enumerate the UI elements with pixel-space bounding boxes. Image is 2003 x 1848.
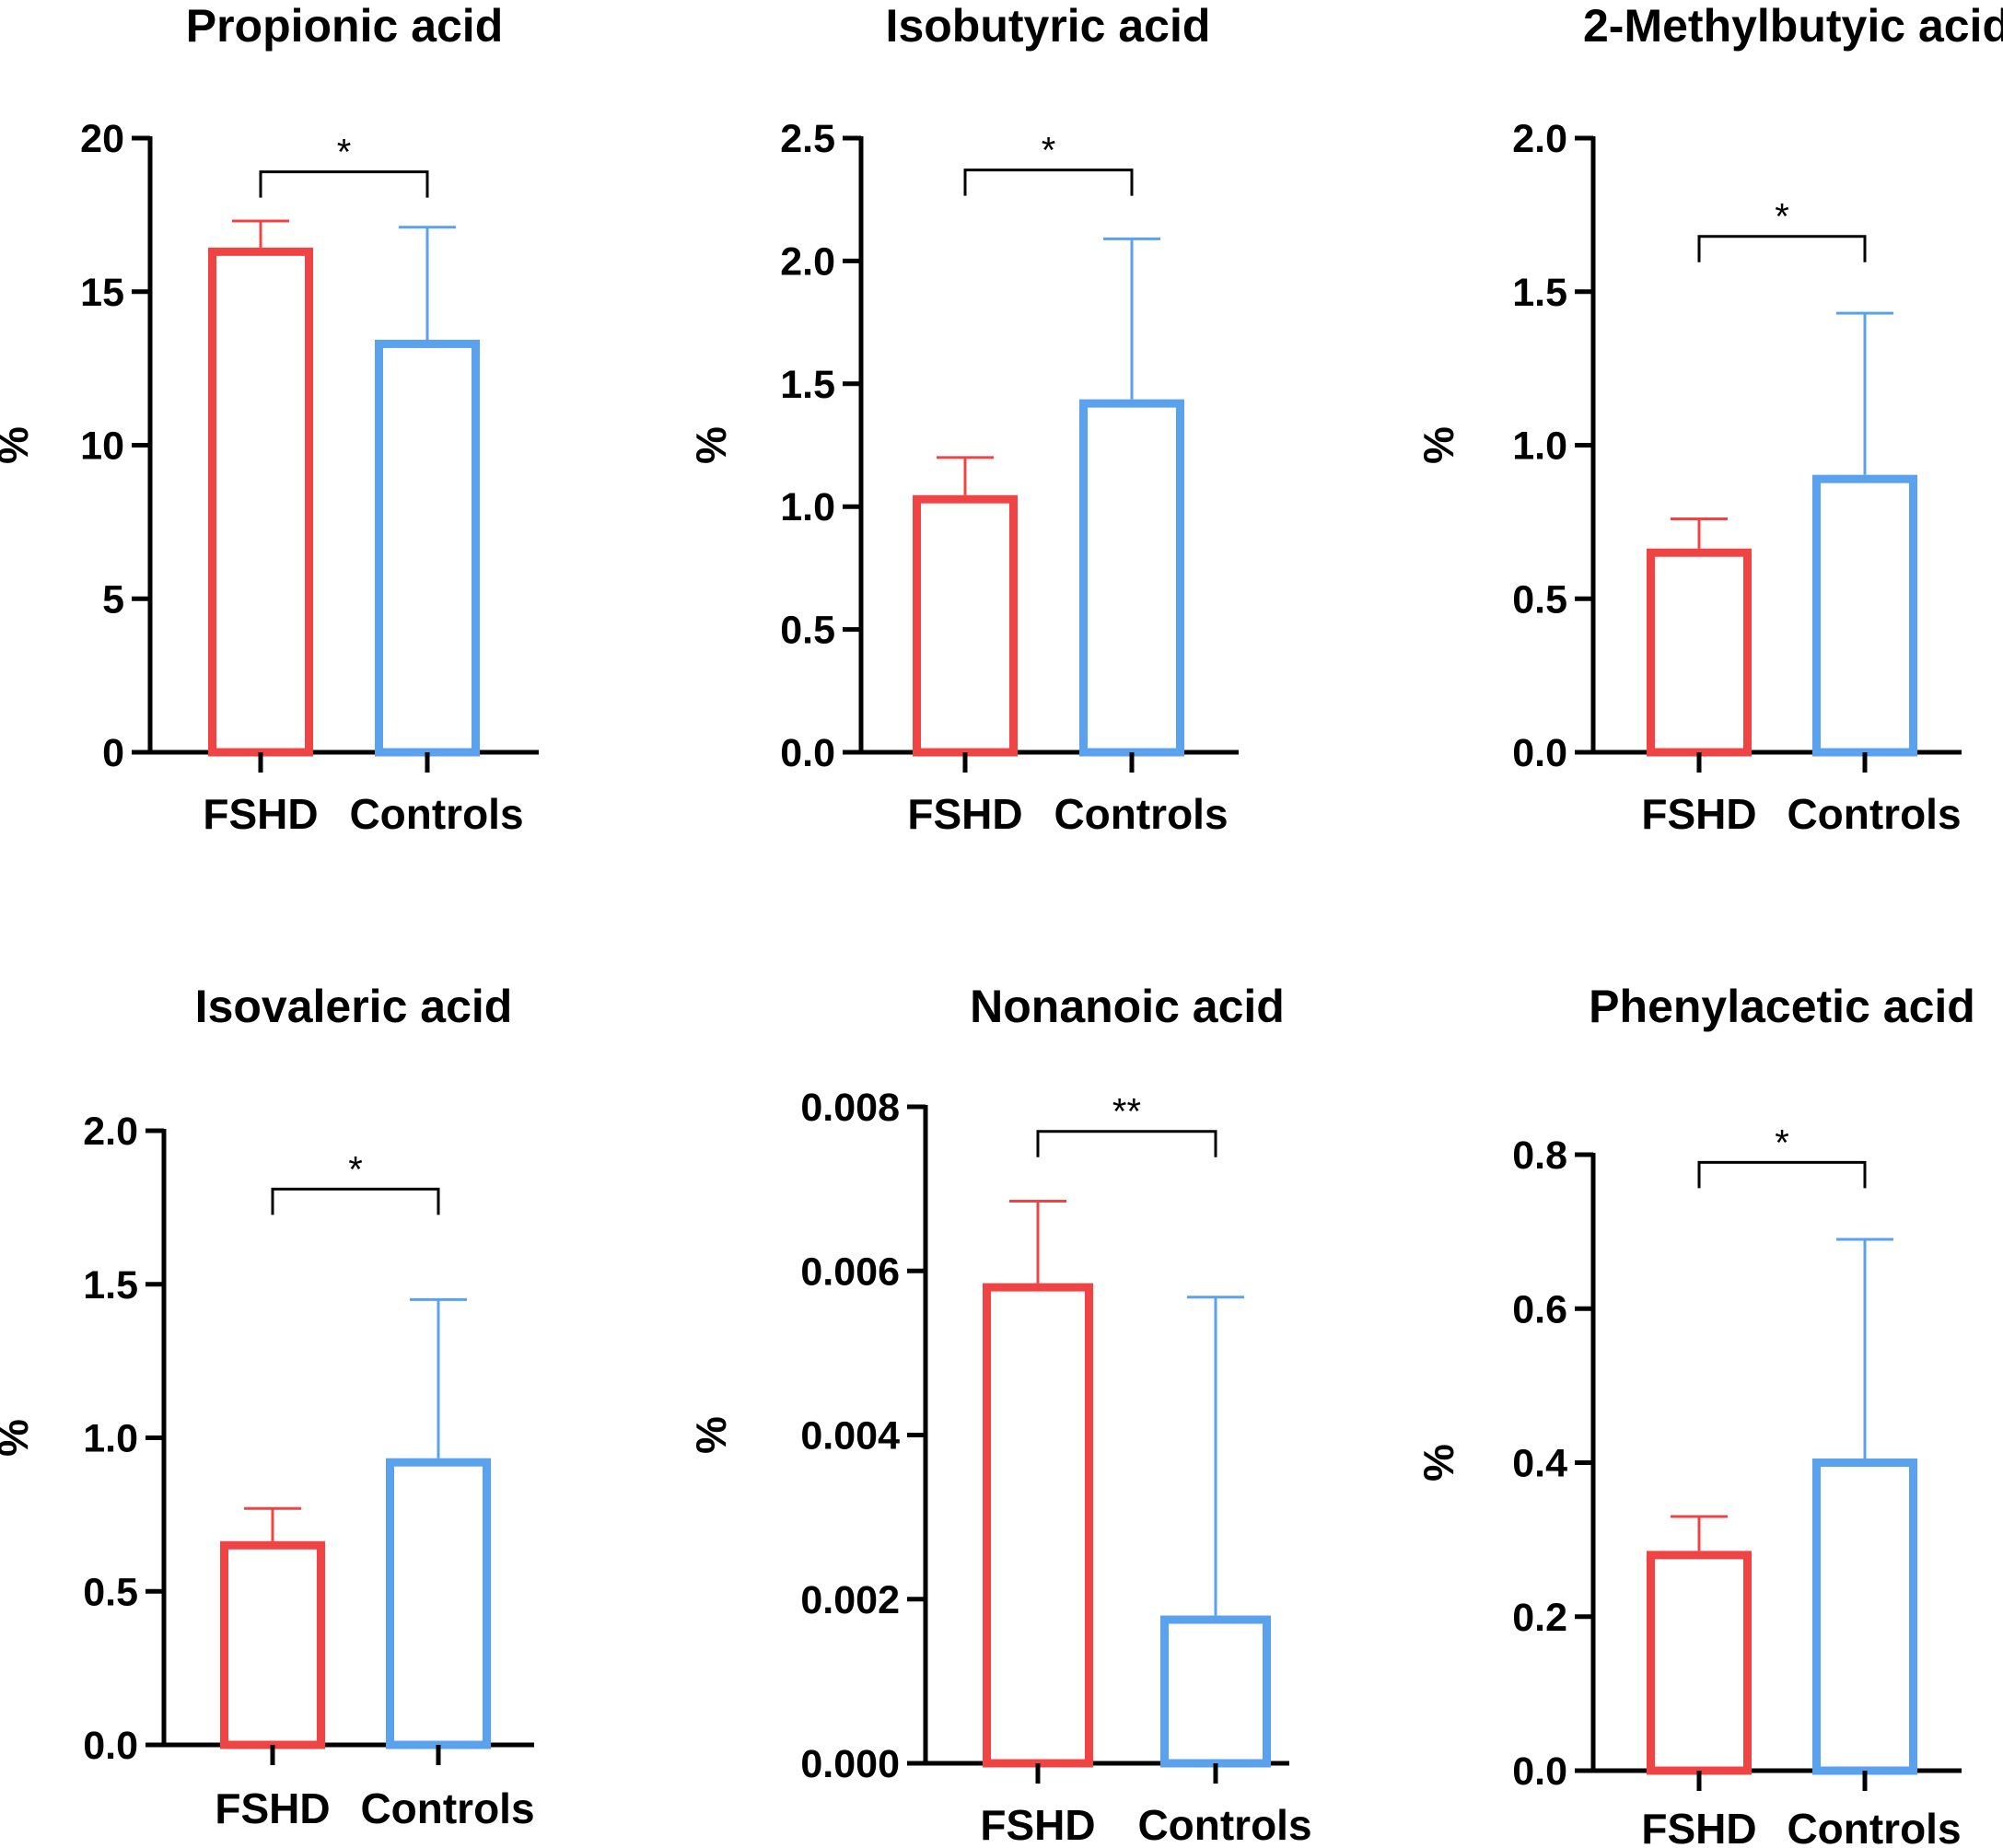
y-tick-label: 2.5	[780, 117, 835, 161]
y-tick-label: 0.6	[1512, 1287, 1567, 1331]
significance-label: **	[1112, 1092, 1141, 1133]
category-label: Controls	[1787, 1805, 1961, 1848]
category-label: FSHD	[980, 1801, 1095, 1848]
significance-label: *	[348, 1149, 363, 1190]
y-tick-label: 5	[102, 577, 124, 622]
y-tick-label: 0.0	[1512, 1749, 1567, 1794]
y-tick-label: 0.5	[83, 1570, 138, 1614]
bar-controls	[386, 1458, 491, 1749]
y-tick-label: 0.002	[800, 1578, 900, 1622]
y-tick-label: 1.5	[780, 363, 835, 407]
bar-fshd	[1647, 1551, 1752, 1775]
y-tick-label: 1.0	[1512, 424, 1567, 469]
y-tick-label: 10	[80, 424, 124, 469]
category-label: FSHD	[1641, 1805, 1756, 1848]
category-label: Controls	[349, 790, 523, 838]
chart-title: Isovaleric acid	[195, 981, 513, 1032]
category-label: Controls	[360, 1784, 534, 1832]
chart-title: Propionic acid	[186, 0, 504, 52]
y-tick-label: 1.0	[83, 1417, 138, 1461]
bar-controls	[1812, 1459, 1917, 1775]
bar-fshd	[208, 247, 313, 757]
y-tick-label: 1.5	[83, 1263, 138, 1308]
bar-fshd	[983, 1283, 1093, 1768]
y-tick-label: 0.2	[1512, 1596, 1567, 1640]
y-tick-label: 0.000	[800, 1742, 900, 1786]
category-label: Controls	[1787, 790, 1961, 838]
y-tick-label: 20	[80, 117, 124, 161]
y-tick-label: 0.0	[780, 731, 835, 775]
significance-label: *	[1042, 131, 1056, 171]
chart-title: Isobutyric acid	[886, 0, 1211, 52]
significance-bracket	[1697, 235, 1867, 262]
y-tick-label: 0.0	[1512, 731, 1567, 775]
bar-controls	[1812, 474, 1917, 757]
y-tick-label: 0	[102, 731, 124, 775]
y-tick-label: 0.008	[800, 1086, 900, 1130]
y-tick-label: 0.5	[780, 609, 835, 653]
significance-bracket	[963, 169, 1134, 196]
chart-title: 2-Methylbutyic acid	[1583, 0, 2003, 52]
y-tick-label: 2.0	[83, 1110, 138, 1154]
y-tick-label: 0.8	[1512, 1133, 1567, 1178]
bar-fshd	[913, 494, 1018, 757]
y-tick-label: 0.004	[800, 1414, 900, 1459]
chart-title: Phenylacetic acid	[1589, 981, 1975, 1032]
chart-title: Nonanoic acid	[970, 981, 1285, 1032]
y-tick-label: 15	[80, 271, 124, 315]
y-axis-label: %	[687, 426, 735, 464]
chart-panel: Phenylacetic acid% 0.0 0.2 0.4 0.6 0.8 FSHD Con…	[1415, 981, 1975, 1848]
category-label: FSHD	[203, 790, 318, 838]
y-axis-label: %	[687, 1416, 735, 1454]
bar-fshd	[1647, 548, 1752, 757]
category-label: FSHD	[215, 1784, 330, 1832]
significance-bracket	[259, 170, 429, 198]
significance-bracket	[1697, 1160, 1867, 1189]
chart-panel: 2-Methylbutyic acid% 0.0 0.5 1.0 1.5 2.0 FSHD C…	[1415, 0, 2003, 838]
significance-label: *	[1775, 1122, 1789, 1163]
y-axis-label: %	[1415, 1444, 1462, 1482]
bar-fshd	[220, 1540, 325, 1749]
y-tick-label: 0.006	[800, 1249, 900, 1294]
chart-panel: Propionic acid% 0 5 10 15 20 FSHD Controls *	[0, 0, 539, 838]
y-axis-label: %	[1415, 426, 1462, 464]
significance-bracket	[1036, 1130, 1217, 1157]
y-tick-label: 2.0	[1512, 117, 1567, 161]
y-tick-label: 1.0	[780, 485, 835, 529]
bar-controls	[1160, 1615, 1271, 1768]
significance-label: *	[337, 133, 352, 173]
bar-controls	[1079, 399, 1184, 757]
y-tick-label: 1.5	[1512, 271, 1567, 315]
chart-panel: Nonanoic acid% 0.000 0.002 0.004 0.006 0.008 F…	[687, 981, 1312, 1848]
y-tick-label: 2.0	[780, 239, 835, 284]
y-tick-label: 0.4	[1512, 1442, 1567, 1486]
significance-label: *	[1775, 197, 1789, 238]
y-axis-label: %	[0, 426, 37, 464]
category-label: FSHD	[907, 790, 1022, 838]
significance-bracket	[271, 1187, 440, 1215]
category-label: Controls	[1054, 790, 1228, 838]
y-tick-label: 0.0	[83, 1724, 138, 1768]
category-label: Controls	[1137, 1801, 1311, 1848]
y-tick-label: 0.5	[1512, 577, 1567, 622]
y-axis-label: %	[0, 1419, 37, 1457]
category-label: FSHD	[1641, 790, 1756, 838]
chart-panel: Isobutyric acid% 0.0 0.5 1.0 1.5 2.0 2.5 FSHD Co…	[687, 0, 1239, 838]
bar-controls	[375, 339, 480, 757]
chart-panel: Isovaleric acid% 0.0 0.5 1.0 1.5 2.0 FSHD Contr…	[0, 981, 535, 1832]
